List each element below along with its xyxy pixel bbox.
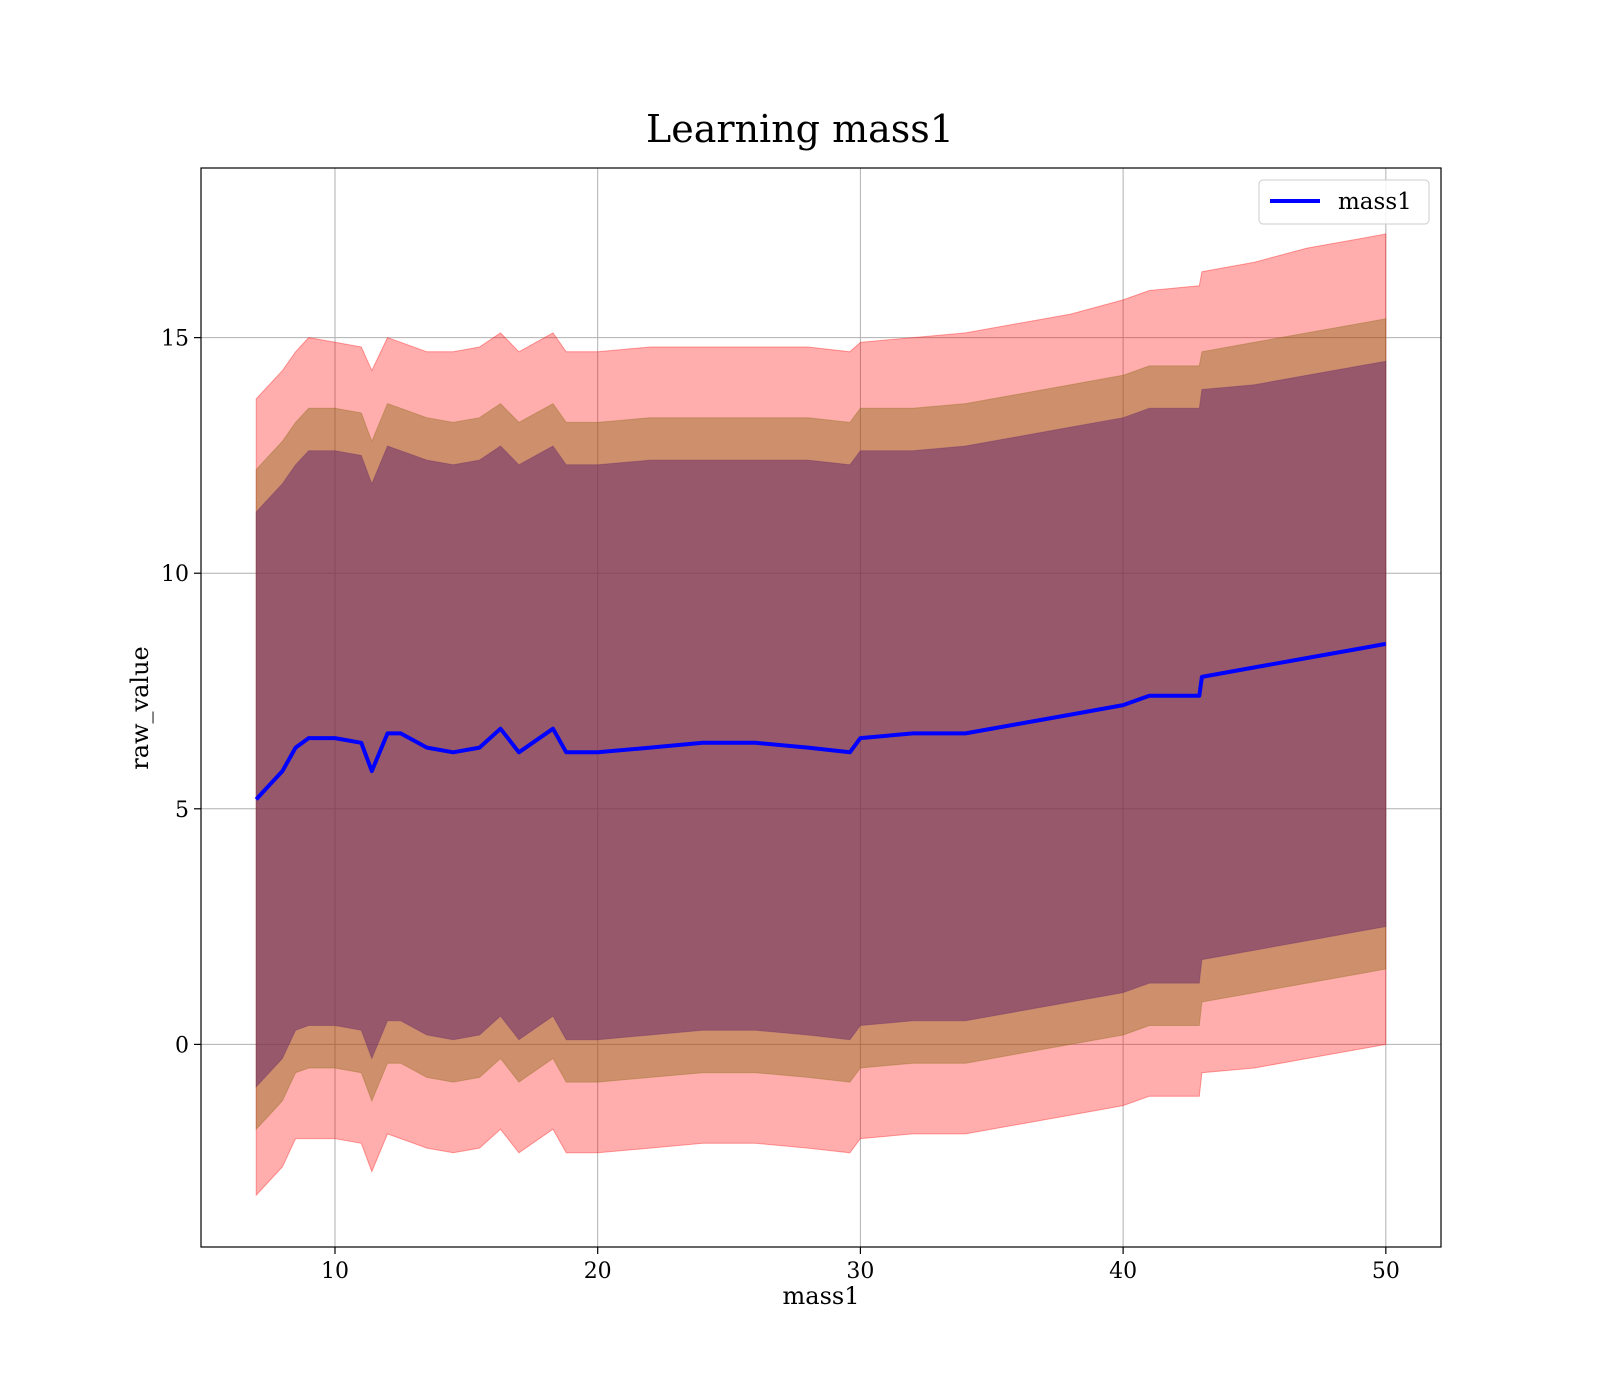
series-mass1 — [254, 641, 1387, 801]
band-inner — [255, 360, 1387, 1089]
y-tick-label: 15 — [161, 327, 189, 352]
y-tick-label: 5 — [175, 798, 189, 823]
x-tick-label: 10 — [321, 1259, 349, 1284]
legend-box — [1258, 179, 1430, 225]
x-tick-label: 20 — [584, 1259, 612, 1284]
legend-label: mass1 — [1338, 189, 1412, 215]
y-tick-label: 10 — [161, 562, 189, 587]
x-axis-ticks: 10 20 30 40 50 — [321, 1247, 1400, 1284]
bands — [255, 233, 1387, 1197]
legend: mass1 — [1258, 179, 1430, 225]
series-line-mass1 — [254, 641, 1387, 801]
y-axis-label: raw_value — [126, 646, 154, 770]
x-tick-label: 50 — [1372, 1259, 1400, 1284]
x-tick-label: 40 — [1109, 1259, 1137, 1284]
plot-frame — [200, 167, 1442, 1248]
x-axis-label: mass1 — [783, 1282, 860, 1310]
x-tick-label: 30 — [846, 1259, 874, 1284]
chart-title: Learning mass1 — [646, 107, 954, 151]
y-tick-label: 0 — [175, 1033, 189, 1058]
y-axis-ticks: 0 5 10 15 — [161, 327, 201, 1058]
